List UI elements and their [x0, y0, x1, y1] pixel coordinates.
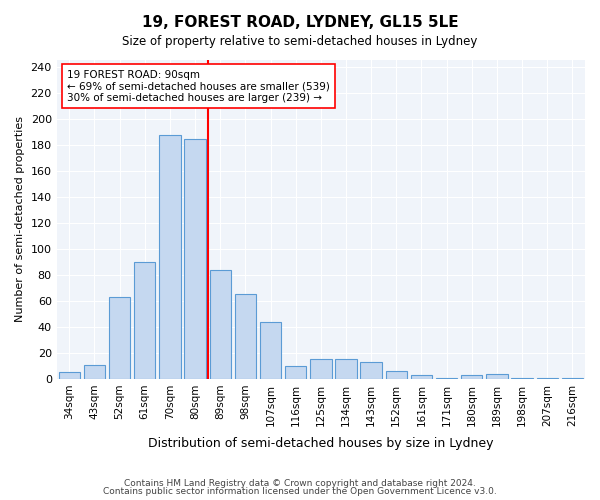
Bar — [335, 360, 356, 379]
Bar — [235, 294, 256, 379]
Bar — [536, 378, 558, 379]
Bar — [411, 375, 432, 379]
Bar — [209, 270, 231, 379]
Bar — [134, 262, 155, 379]
Bar — [84, 364, 105, 379]
Bar — [386, 371, 407, 379]
Text: Contains HM Land Registry data © Crown copyright and database right 2024.: Contains HM Land Registry data © Crown c… — [124, 478, 476, 488]
Bar — [310, 360, 332, 379]
Bar — [285, 366, 307, 379]
Bar — [562, 378, 583, 379]
Bar — [184, 140, 206, 379]
Bar — [461, 375, 482, 379]
Text: Size of property relative to semi-detached houses in Lydney: Size of property relative to semi-detach… — [122, 35, 478, 48]
Text: 19, FOREST ROAD, LYDNEY, GL15 5LE: 19, FOREST ROAD, LYDNEY, GL15 5LE — [142, 15, 458, 30]
Bar — [109, 297, 130, 379]
X-axis label: Distribution of semi-detached houses by size in Lydney: Distribution of semi-detached houses by … — [148, 437, 494, 450]
Bar — [260, 322, 281, 379]
Bar — [486, 374, 508, 379]
Text: 19 FOREST ROAD: 90sqm
← 69% of semi-detached houses are smaller (539)
30% of sem: 19 FOREST ROAD: 90sqm ← 69% of semi-deta… — [67, 70, 330, 103]
Bar — [361, 362, 382, 379]
Bar — [436, 378, 457, 379]
Y-axis label: Number of semi-detached properties: Number of semi-detached properties — [15, 116, 25, 322]
Bar — [159, 136, 181, 379]
Bar — [59, 372, 80, 379]
Bar — [511, 378, 533, 379]
Text: Contains public sector information licensed under the Open Government Licence v3: Contains public sector information licen… — [103, 487, 497, 496]
